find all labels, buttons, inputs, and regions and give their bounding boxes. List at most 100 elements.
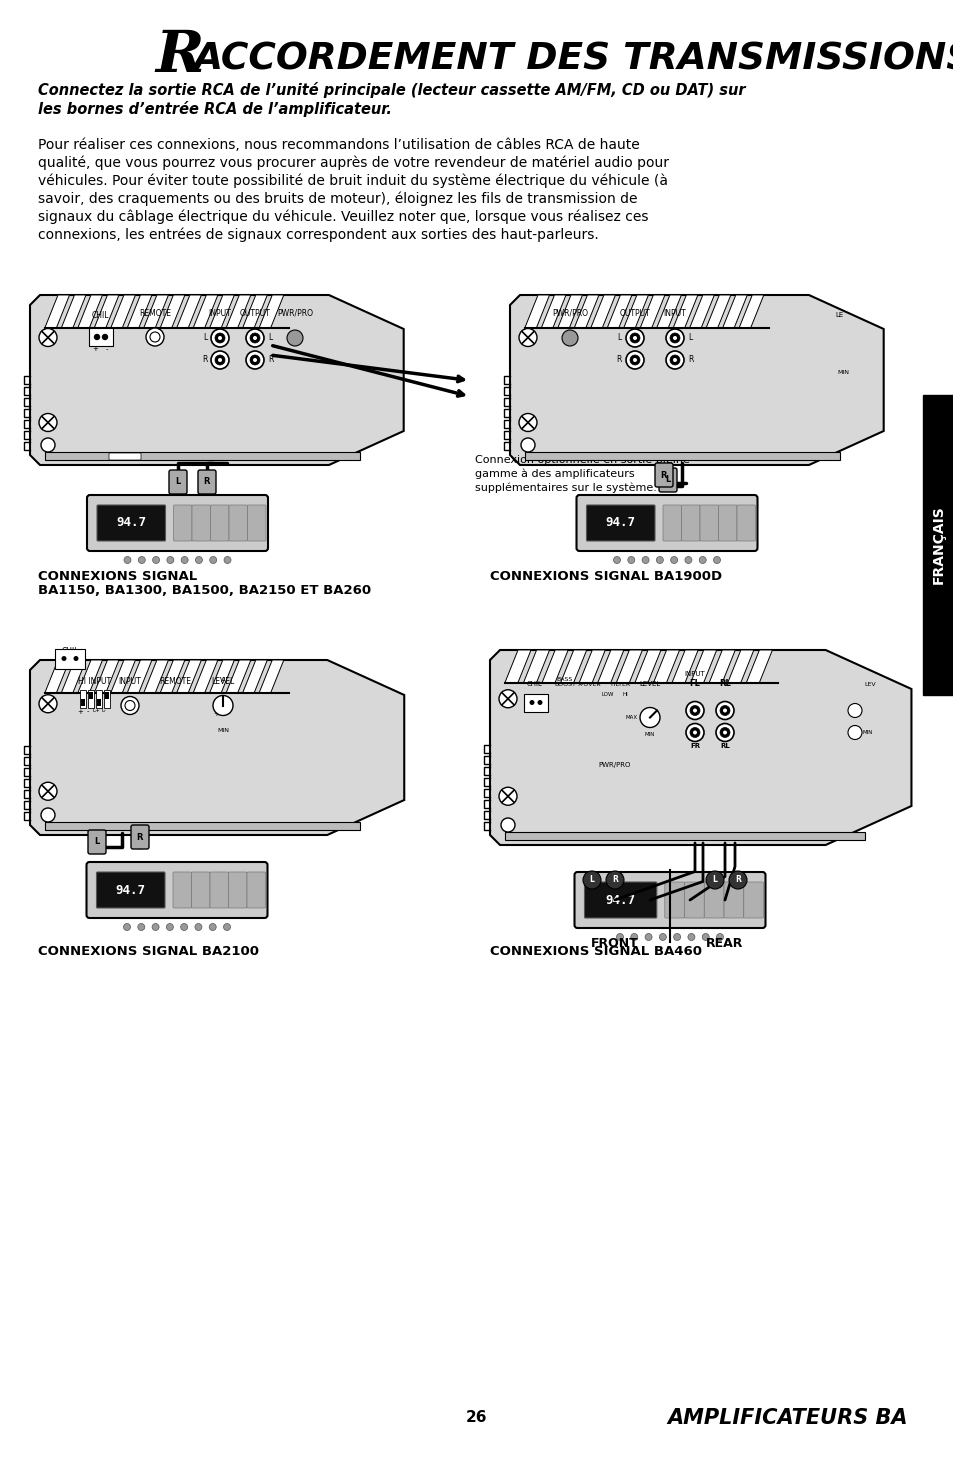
Circle shape xyxy=(246,351,264,369)
Text: OUTPUT: OUTPUT xyxy=(239,308,270,319)
FancyBboxPatch shape xyxy=(97,504,165,541)
Text: +: + xyxy=(77,708,83,714)
Circle shape xyxy=(41,438,55,451)
Polygon shape xyxy=(722,295,746,327)
Text: FR: FR xyxy=(689,743,700,749)
Circle shape xyxy=(167,556,173,563)
FancyBboxPatch shape xyxy=(89,692,92,699)
Circle shape xyxy=(669,333,679,344)
Circle shape xyxy=(218,336,222,341)
Circle shape xyxy=(720,705,729,715)
FancyBboxPatch shape xyxy=(662,504,680,541)
Circle shape xyxy=(224,556,231,563)
Polygon shape xyxy=(745,650,772,683)
Text: L: L xyxy=(175,478,180,487)
FancyBboxPatch shape xyxy=(109,453,141,460)
Circle shape xyxy=(701,934,708,941)
FancyBboxPatch shape xyxy=(105,692,109,699)
FancyBboxPatch shape xyxy=(524,451,840,460)
FancyBboxPatch shape xyxy=(574,872,764,928)
Circle shape xyxy=(518,329,537,347)
Circle shape xyxy=(39,413,57,432)
Circle shape xyxy=(41,808,55,822)
Circle shape xyxy=(722,708,726,712)
Polygon shape xyxy=(30,295,403,465)
FancyBboxPatch shape xyxy=(584,882,656,917)
Text: FRONT: FRONT xyxy=(591,937,639,950)
Circle shape xyxy=(246,329,264,347)
Circle shape xyxy=(672,358,677,361)
Circle shape xyxy=(518,413,537,432)
Text: CONNEXIONS SIGNAL BA1900D: CONNEXIONS SIGNAL BA1900D xyxy=(490,569,721,583)
Circle shape xyxy=(123,923,131,931)
Polygon shape xyxy=(128,659,152,692)
FancyBboxPatch shape xyxy=(504,832,864,839)
Text: CHIL: CHIL xyxy=(526,681,542,687)
FancyBboxPatch shape xyxy=(703,882,723,917)
Polygon shape xyxy=(94,659,119,692)
Circle shape xyxy=(625,351,643,369)
Polygon shape xyxy=(128,295,152,327)
Polygon shape xyxy=(226,295,251,327)
Polygon shape xyxy=(160,295,185,327)
FancyBboxPatch shape xyxy=(96,689,102,708)
Polygon shape xyxy=(598,650,623,683)
FancyBboxPatch shape xyxy=(718,504,737,541)
Polygon shape xyxy=(176,295,201,327)
FancyBboxPatch shape xyxy=(80,689,86,708)
Polygon shape xyxy=(504,650,531,683)
FancyBboxPatch shape xyxy=(659,468,677,493)
Circle shape xyxy=(121,696,139,714)
Polygon shape xyxy=(705,295,730,327)
Text: ACCORDEMENT DES TRANSMISSIONS: ACCORDEMENT DES TRANSMISSIONS xyxy=(193,41,953,78)
Polygon shape xyxy=(210,659,234,692)
Circle shape xyxy=(39,329,57,347)
Text: LEVEL: LEVEL xyxy=(639,681,659,687)
Text: LE: LE xyxy=(835,313,843,319)
Polygon shape xyxy=(672,650,698,683)
Polygon shape xyxy=(193,295,217,327)
Text: FL: FL xyxy=(689,678,700,687)
Text: CONNEXIONS SIGNAL: CONNEXIONS SIGNAL xyxy=(38,569,197,583)
Polygon shape xyxy=(78,295,102,327)
FancyBboxPatch shape xyxy=(229,504,247,541)
Text: R: R xyxy=(204,478,210,487)
Text: INPUT: INPUT xyxy=(663,308,685,319)
Text: INPUT: INPUT xyxy=(118,677,141,686)
Circle shape xyxy=(672,336,677,341)
Circle shape xyxy=(613,556,619,563)
Text: R: R xyxy=(660,471,666,479)
FancyBboxPatch shape xyxy=(743,882,762,917)
Text: L: L xyxy=(687,333,692,342)
Polygon shape xyxy=(578,650,604,683)
Text: AMPLIFICATEURS BA: AMPLIFICATEURS BA xyxy=(667,1409,907,1428)
Circle shape xyxy=(716,702,733,720)
Circle shape xyxy=(716,724,733,742)
Circle shape xyxy=(125,701,135,711)
Circle shape xyxy=(582,872,600,889)
Polygon shape xyxy=(226,659,251,692)
Circle shape xyxy=(633,358,637,361)
Text: INPUT: INPUT xyxy=(684,671,704,677)
Circle shape xyxy=(629,333,639,344)
Text: L: L xyxy=(268,333,272,342)
Polygon shape xyxy=(242,295,267,327)
Polygon shape xyxy=(690,650,716,683)
Circle shape xyxy=(670,556,677,563)
Polygon shape xyxy=(45,659,70,692)
Text: R: R xyxy=(687,355,693,364)
FancyBboxPatch shape xyxy=(88,830,106,854)
Circle shape xyxy=(625,329,643,347)
Text: PWR/PRO: PWR/PRO xyxy=(276,308,313,319)
FancyBboxPatch shape xyxy=(88,689,94,708)
FancyBboxPatch shape xyxy=(523,693,547,711)
FancyBboxPatch shape xyxy=(664,882,684,917)
Text: L+: L+ xyxy=(92,708,100,714)
Polygon shape xyxy=(607,295,631,327)
Circle shape xyxy=(223,923,231,931)
Circle shape xyxy=(73,656,78,661)
Circle shape xyxy=(520,438,535,451)
FancyBboxPatch shape xyxy=(89,327,112,347)
Circle shape xyxy=(656,556,662,563)
Text: L-: L- xyxy=(101,708,107,714)
